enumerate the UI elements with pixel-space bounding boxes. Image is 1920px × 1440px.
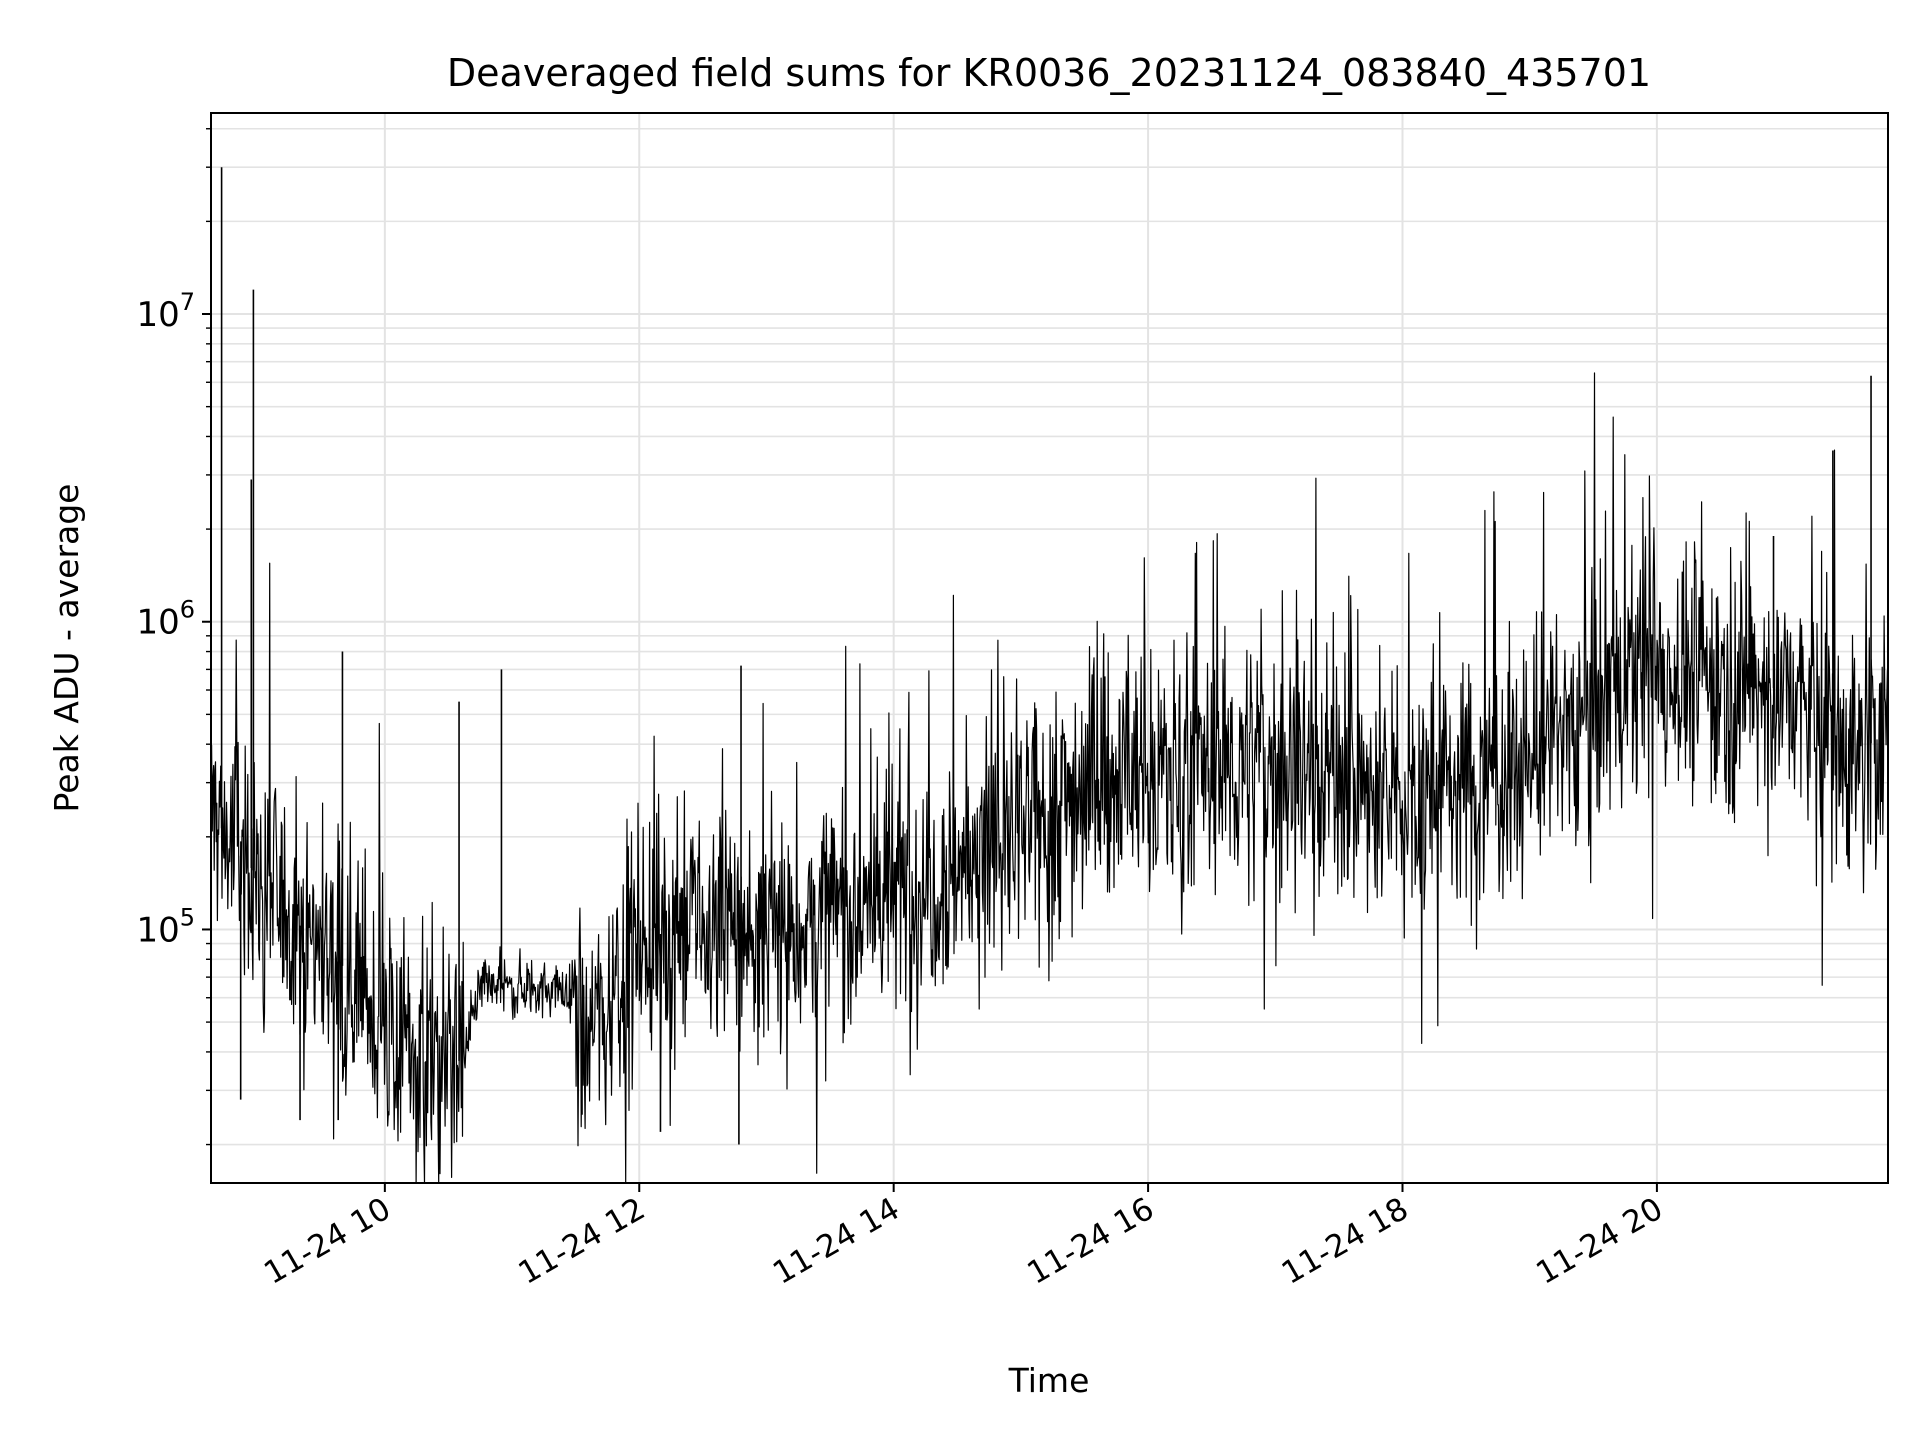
- y-axis-label: Peak ADU - average: [47, 484, 86, 813]
- y-tick-label: 105: [136, 903, 195, 950]
- y-tick-label: 107: [136, 288, 195, 335]
- series-line: [210, 372, 1889, 1184]
- y-tick-label: 106: [136, 596, 195, 643]
- x-axis-label: Time: [1008, 1361, 1090, 1400]
- data-series: [210, 167, 1889, 1184]
- axes-frame: [210, 112, 1889, 1184]
- chart-title: Deaveraged field sums for KR0036_2023112…: [447, 51, 1651, 95]
